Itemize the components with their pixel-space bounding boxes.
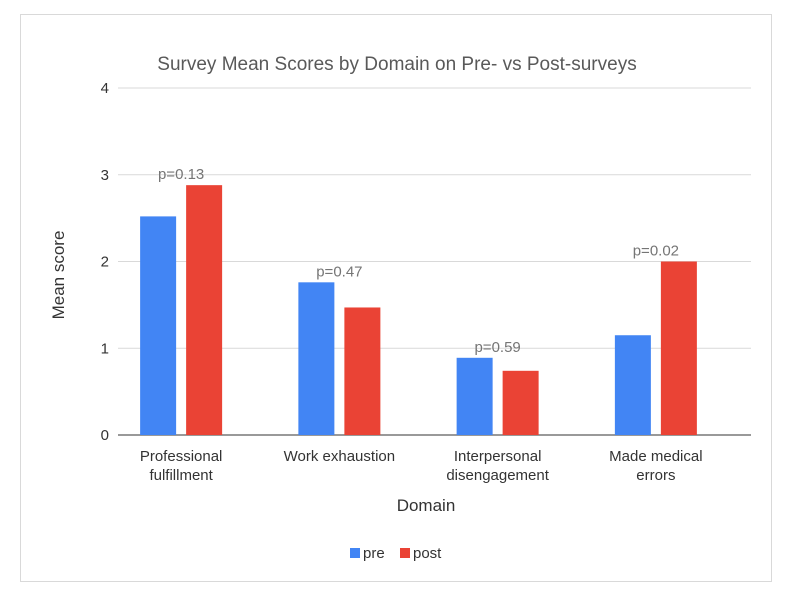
y-axis-label: Mean score: [49, 231, 68, 320]
bar-pre: [140, 216, 177, 435]
y-tick-label: 3: [101, 167, 109, 184]
p-value-label: p=0.47: [316, 263, 362, 280]
category-label: Made medical errors: [609, 448, 702, 484]
legend-swatch-pre: [350, 548, 360, 558]
legend-label-pre: pre: [363, 545, 385, 562]
bar-post: [186, 185, 223, 435]
y-tick-label: 0: [101, 427, 109, 444]
category-label: Work exhaustion: [284, 448, 395, 465]
bar-chart: Survey Mean Scores by Domain on Pre- vs …: [49, 54, 751, 562]
legend-label-post: post: [413, 545, 442, 562]
y-tick-label: 1: [101, 340, 109, 357]
bar-post: [344, 307, 381, 435]
chart-title: Survey Mean Scores by Domain on Pre- vs …: [157, 54, 636, 75]
y-tick-label: 4: [101, 80, 109, 97]
p-value-label: p=0.13: [158, 166, 204, 183]
p-value-label: p=0.59: [474, 339, 520, 356]
y-axis-ticks: 0 1 2 3 4: [101, 80, 109, 444]
bar-post: [502, 370, 539, 435]
chart-container: Survey Mean Scores by Domain on Pre- vs …: [20, 14, 772, 582]
legend-swatch-post: [400, 548, 410, 558]
category-label: Interpersonal disengagement: [446, 448, 549, 484]
p-value-annotations: p=0.13 p=0.47 p=0.59 p=0.02: [158, 166, 679, 356]
bar-pre: [614, 335, 651, 435]
x-axis-categories: Professional fulfillment Work exhaustion In…: [140, 448, 703, 484]
legend: pre post: [350, 545, 442, 562]
p-value-label: p=0.02: [633, 243, 679, 260]
bar-post: [660, 261, 697, 435]
bar-pre: [456, 357, 493, 435]
bar-pre: [298, 282, 335, 435]
y-tick-label: 2: [101, 254, 109, 271]
x-axis-label: Domain: [397, 496, 456, 515]
category-label: Professional fulfillment: [140, 448, 223, 484]
bars: [140, 185, 697, 435]
